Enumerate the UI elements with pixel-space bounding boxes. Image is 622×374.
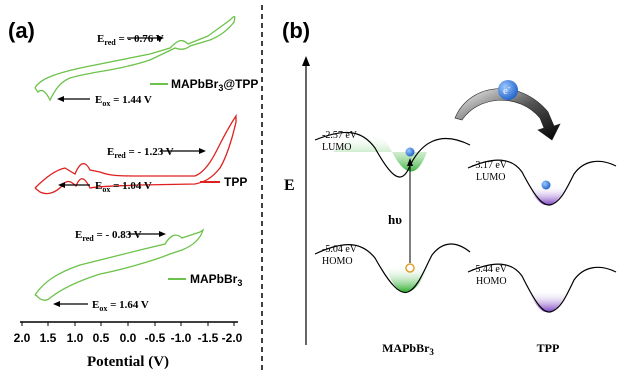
x-axis-title: Potential (V) xyxy=(87,354,169,370)
mapbbr3-name: MAPbBr3 xyxy=(382,341,434,357)
ered-annotation-2: Ered = - 1.23 V xyxy=(107,146,174,160)
excitation-label: hυ xyxy=(388,212,402,227)
mapbbr3-homo-fill xyxy=(385,265,428,293)
legend-tpp: TPP xyxy=(224,175,247,189)
tpp-homo-energy: -5.44 eV xyxy=(472,264,508,275)
transferred-electron-dot xyxy=(541,180,551,190)
mapbbr3-lumo-curve xyxy=(314,131,471,178)
eox-annotation-2: Eox = 1.04 V xyxy=(95,180,152,194)
tpp-lumo-energy: -3.17 eV xyxy=(472,160,508,171)
electron-transfer-arrow xyxy=(454,88,561,141)
x-tick-label: -1.5 xyxy=(198,331,219,345)
x-tick-label: 0.5 xyxy=(93,331,110,345)
ered-annotation-1: Ered = - 0.76 V xyxy=(97,33,164,47)
mapbbr3-lumo-fill xyxy=(333,132,427,172)
ered-arrowhead-1 xyxy=(157,35,164,41)
tpp-homo-label: HOMO xyxy=(476,276,507,287)
tpp-lumo-curve xyxy=(467,159,617,206)
mapbbr3-lumo-energy: -2.57 eV xyxy=(322,130,358,141)
electron-transfer-label: e- xyxy=(503,83,511,97)
x-tick-label: -2.0 xyxy=(222,331,243,345)
energy-axis-label: E xyxy=(284,177,295,194)
panel-b: (b) E hυ -2.57 eV LUMO -5.04 eV HOMO MAP… xyxy=(282,18,617,357)
ered-arrowhead-3 xyxy=(159,231,166,237)
tpp-lumo-fill xyxy=(528,185,568,206)
mapbbr3-homo-label: HOMO xyxy=(322,256,353,267)
tpp-homo-fill xyxy=(528,290,568,313)
x-tick-label: -0.5 xyxy=(145,331,166,345)
eox-arrowhead-3 xyxy=(53,301,60,307)
mapbbr3-lumo-label: LUMO xyxy=(322,142,351,153)
electron-transfer-icon xyxy=(498,80,518,100)
electron-dot xyxy=(405,147,415,157)
energy-axis-arrowhead xyxy=(302,56,310,66)
x-tick-label: 1.0 xyxy=(67,331,84,345)
mapbbr3-homo-energy: -5.04 eV xyxy=(322,244,358,255)
x-tick-label: 2.0 xyxy=(14,331,31,345)
x-tick-label: 0.0 xyxy=(120,331,137,345)
panel-b-label: (b) xyxy=(282,18,310,43)
x-tick-label: -1.0 xyxy=(171,331,192,345)
eox-annotation-3: Eox = 1.64 V xyxy=(92,299,149,313)
tpp-name: TPP xyxy=(537,341,560,355)
mapbbr3-homo-curve xyxy=(314,243,471,294)
cv-trace-mapbbr3-tpp xyxy=(34,15,236,102)
excitation-arrowhead xyxy=(407,158,413,166)
cv-trace-mapbbr3 xyxy=(34,228,205,301)
hole-dot xyxy=(405,263,415,273)
ered-arrowhead-2 xyxy=(199,148,206,154)
x-axis-ticks xyxy=(21,322,235,326)
legend-mapbbr3: MAPbBr3 xyxy=(190,272,242,288)
tpp-lumo-label: LUMO xyxy=(476,172,505,183)
eox-annotation-1: Eox = 1.44 V xyxy=(95,94,152,108)
panel-a-label: (a) xyxy=(8,18,35,43)
tpp-homo-curve xyxy=(467,263,617,313)
eox-arrowhead-1 xyxy=(57,96,64,102)
panel-a: (a) Ered = - 0.76 V Eox = 1.44 V MAPbBr3… xyxy=(8,15,258,370)
x-tick-label: 1.5 xyxy=(40,331,57,345)
legend-mapbbr3-tpp: MAPbBr3@TPP xyxy=(171,77,258,93)
ered-annotation-3: Ered = - 0.83 V xyxy=(75,229,142,243)
eox-arrowhead-2 xyxy=(58,182,65,188)
